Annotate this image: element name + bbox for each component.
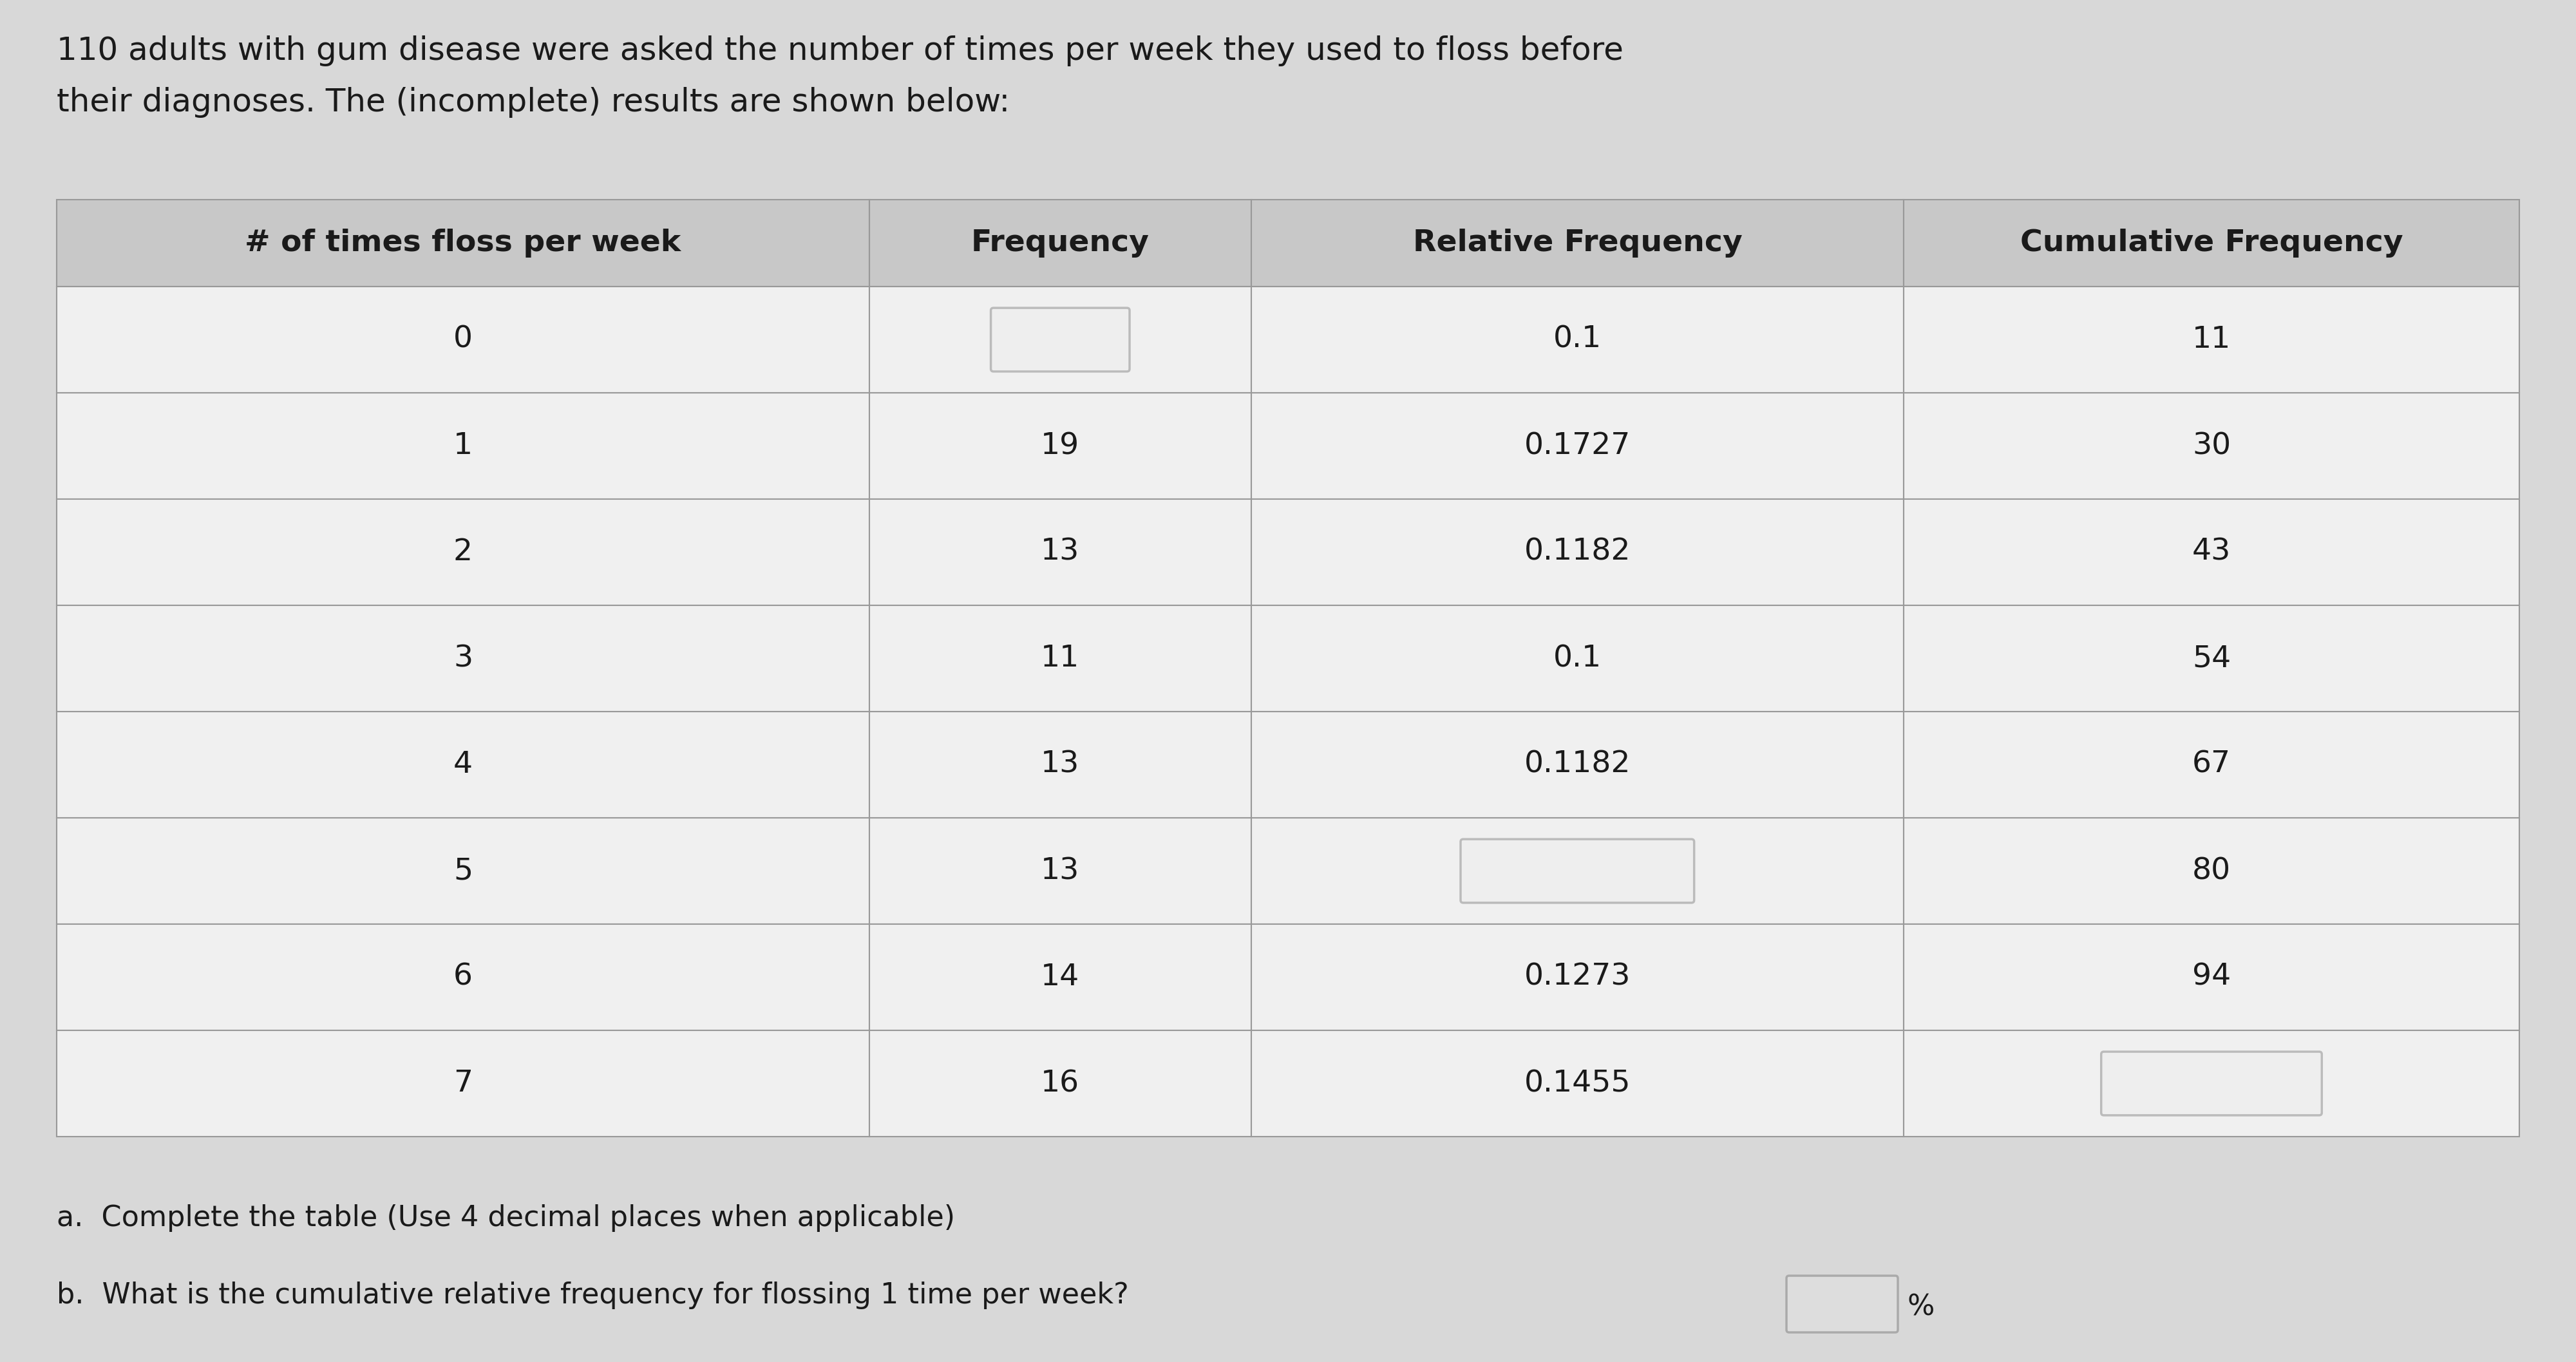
Bar [1252,392,1904,498]
Bar [57,498,868,605]
Text: %: % [1906,1294,1935,1321]
Bar [868,200,1252,286]
Bar [1904,392,2519,498]
Text: 19: 19 [1041,432,1079,460]
Bar [1252,711,1904,817]
Text: 80: 80 [2192,857,2231,885]
Text: 54: 54 [2192,644,2231,673]
Bar [1904,498,2519,605]
FancyBboxPatch shape [1788,1276,1899,1332]
Bar [868,817,1252,923]
Text: 0.1273: 0.1273 [1525,963,1631,992]
Text: 4: 4 [453,750,474,779]
Bar [57,286,868,392]
Bar [1252,286,1904,392]
Text: 13: 13 [1041,750,1079,779]
Text: 0.1455: 0.1455 [1525,1069,1631,1098]
Bar [1904,286,2519,392]
Bar [868,498,1252,605]
Text: 7: 7 [453,1069,471,1098]
Text: 11: 11 [2192,326,2231,354]
Text: # of times floss per week: # of times floss per week [245,229,680,257]
Text: 1: 1 [453,432,474,460]
Text: 14: 14 [1041,963,1079,992]
Text: 5: 5 [453,857,474,885]
Text: 6: 6 [453,963,471,992]
Bar [868,605,1252,711]
Bar [868,286,1252,392]
Bar [57,605,868,711]
Bar [1252,817,1904,923]
Text: 30: 30 [2192,432,2231,460]
Text: Cumulative Frequency: Cumulative Frequency [2020,229,2403,257]
Bar [57,711,868,817]
Bar [57,923,868,1031]
Text: 110 adults with gum disease were asked the number of times per week they used to: 110 adults with gum disease were asked t… [57,35,1623,67]
Text: Relative Frequency: Relative Frequency [1412,229,1741,257]
Text: 13: 13 [1041,538,1079,567]
Text: 43: 43 [2192,538,2231,567]
Bar [1252,605,1904,711]
Bar [1904,605,2519,711]
Text: 94: 94 [2192,963,2231,992]
Text: 16: 16 [1041,1069,1079,1098]
Bar [1252,923,1904,1031]
Bar [1904,711,2519,817]
Text: 0.1: 0.1 [1553,644,1602,673]
Text: 11: 11 [1041,644,1079,673]
Text: 0.1182: 0.1182 [1525,750,1631,779]
Bar [868,1031,1252,1137]
Bar [57,817,868,923]
Bar [868,392,1252,498]
Bar [1252,498,1904,605]
Text: 0.1182: 0.1182 [1525,538,1631,567]
Bar [868,711,1252,817]
Text: 0.1: 0.1 [1553,326,1602,354]
Bar [1252,200,1904,286]
Bar [1252,1031,1904,1137]
FancyBboxPatch shape [992,308,1131,372]
Text: Frequency: Frequency [971,229,1149,257]
Text: 67: 67 [2192,750,2231,779]
Text: their diagnoses. The (incomplete) results are shown below:: their diagnoses. The (incomplete) result… [57,87,1010,118]
Bar [57,200,868,286]
Text: 0: 0 [453,326,471,354]
FancyBboxPatch shape [1461,839,1695,903]
Bar [1904,923,2519,1031]
Bar [57,392,868,498]
Bar [57,1031,868,1137]
Bar [1904,1031,2519,1137]
Text: 3: 3 [453,644,474,673]
Bar [1904,817,2519,923]
FancyBboxPatch shape [2102,1051,2321,1115]
Text: 2: 2 [453,538,474,567]
Bar [1904,200,2519,286]
Text: b.  What is the cumulative relative frequency for flossing 1 time per week?: b. What is the cumulative relative frequ… [57,1282,1128,1309]
Text: a.  Complete the table (Use 4 decimal places when applicable): a. Complete the table (Use 4 decimal pla… [57,1204,956,1231]
Text: 13: 13 [1041,857,1079,885]
Bar [868,923,1252,1031]
Text: 0.1727: 0.1727 [1525,432,1631,460]
